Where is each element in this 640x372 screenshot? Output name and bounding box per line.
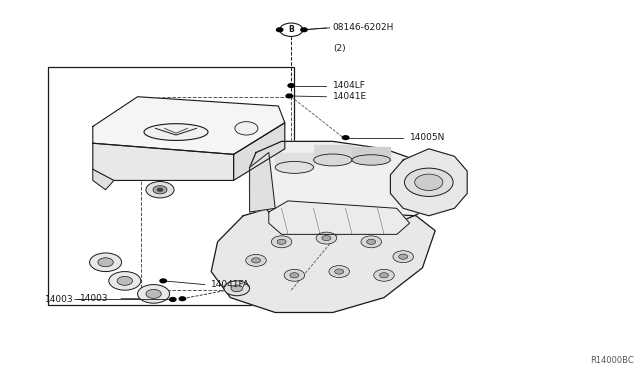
Polygon shape xyxy=(211,208,435,312)
Text: 14003: 14003 xyxy=(80,294,109,303)
Polygon shape xyxy=(275,153,314,167)
Circle shape xyxy=(380,273,388,278)
Circle shape xyxy=(224,281,250,296)
Ellipse shape xyxy=(314,154,352,166)
Circle shape xyxy=(146,289,161,298)
Text: 14003: 14003 xyxy=(45,295,74,304)
Text: R14000BC: R14000BC xyxy=(590,356,634,365)
Circle shape xyxy=(157,188,163,191)
Circle shape xyxy=(284,269,305,281)
Circle shape xyxy=(415,174,443,190)
Circle shape xyxy=(361,236,381,248)
Text: 08146-6202H: 08146-6202H xyxy=(333,23,394,32)
Circle shape xyxy=(374,269,394,281)
Ellipse shape xyxy=(275,161,314,173)
Circle shape xyxy=(277,239,286,244)
Circle shape xyxy=(276,28,283,32)
Polygon shape xyxy=(269,201,410,234)
Text: (2): (2) xyxy=(333,44,346,53)
Circle shape xyxy=(117,276,132,285)
Circle shape xyxy=(231,285,243,292)
Circle shape xyxy=(286,94,292,98)
Circle shape xyxy=(329,266,349,278)
Polygon shape xyxy=(250,141,435,231)
Circle shape xyxy=(280,23,303,36)
Circle shape xyxy=(271,236,292,248)
Text: 14005N: 14005N xyxy=(410,133,445,142)
Bar xyxy=(48,67,294,305)
Circle shape xyxy=(367,239,376,244)
Circle shape xyxy=(235,122,258,135)
Circle shape xyxy=(90,253,122,272)
Text: 14041FA: 14041FA xyxy=(211,280,250,289)
Circle shape xyxy=(404,168,453,196)
Circle shape xyxy=(316,232,337,244)
Circle shape xyxy=(160,279,166,283)
Polygon shape xyxy=(93,169,114,190)
Polygon shape xyxy=(234,123,285,180)
Text: 1404LF: 1404LF xyxy=(333,81,365,90)
Polygon shape xyxy=(250,153,275,212)
Ellipse shape xyxy=(352,155,390,165)
Circle shape xyxy=(290,273,299,278)
Bar xyxy=(141,97,291,290)
Circle shape xyxy=(246,254,266,266)
Text: B: B xyxy=(289,25,294,34)
Circle shape xyxy=(335,269,344,274)
Circle shape xyxy=(342,136,349,140)
Circle shape xyxy=(153,186,167,194)
Circle shape xyxy=(138,285,170,303)
Polygon shape xyxy=(93,97,285,154)
Circle shape xyxy=(399,254,408,259)
Polygon shape xyxy=(390,149,467,216)
Circle shape xyxy=(170,298,176,301)
Circle shape xyxy=(146,182,174,198)
Circle shape xyxy=(109,272,141,290)
Polygon shape xyxy=(314,145,352,160)
Ellipse shape xyxy=(144,124,208,140)
Circle shape xyxy=(322,235,331,241)
Text: 14041E: 14041E xyxy=(333,92,367,101)
Circle shape xyxy=(288,84,294,87)
Circle shape xyxy=(301,28,307,32)
Circle shape xyxy=(393,251,413,263)
Polygon shape xyxy=(352,147,390,160)
Circle shape xyxy=(98,258,113,267)
Circle shape xyxy=(252,258,260,263)
Polygon shape xyxy=(93,143,234,180)
Circle shape xyxy=(179,297,186,301)
